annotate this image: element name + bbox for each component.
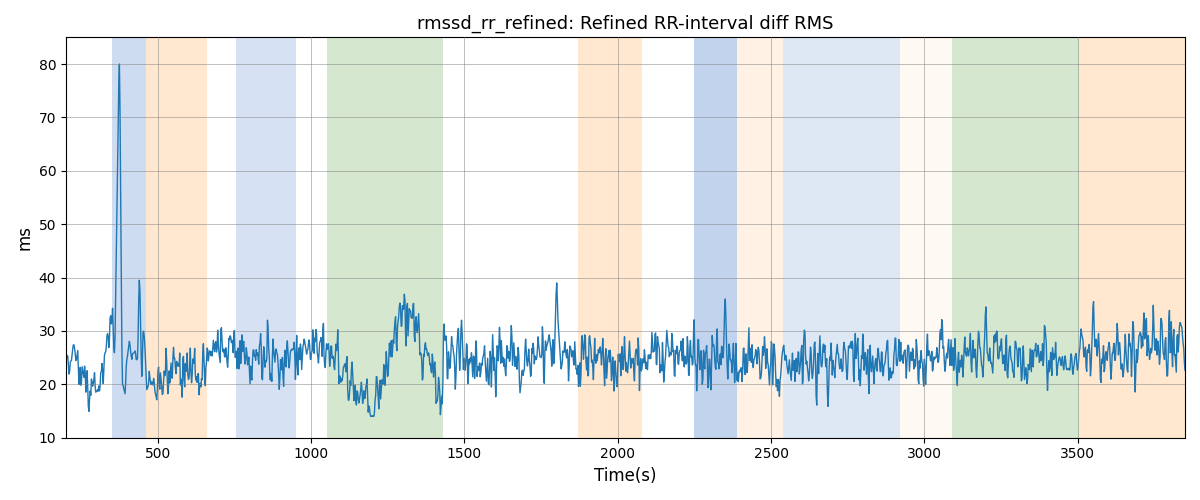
Bar	[578, 38, 642, 438]
Bar	[112, 38, 145, 438]
Bar	[1056, 38, 1079, 438]
Bar	[900, 38, 952, 438]
Y-axis label: ms: ms	[16, 225, 34, 250]
Bar	[326, 38, 443, 438]
Bar	[784, 38, 900, 438]
Bar	[737, 38, 784, 438]
Bar	[1079, 38, 1184, 438]
X-axis label: Time(s): Time(s)	[594, 467, 656, 485]
Bar	[145, 38, 206, 438]
Title: rmssd_rr_refined: Refined RR-interval diff RMS: rmssd_rr_refined: Refined RR-interval di…	[418, 15, 834, 34]
Bar	[695, 38, 737, 438]
Bar	[952, 38, 1056, 438]
Bar	[236, 38, 296, 438]
